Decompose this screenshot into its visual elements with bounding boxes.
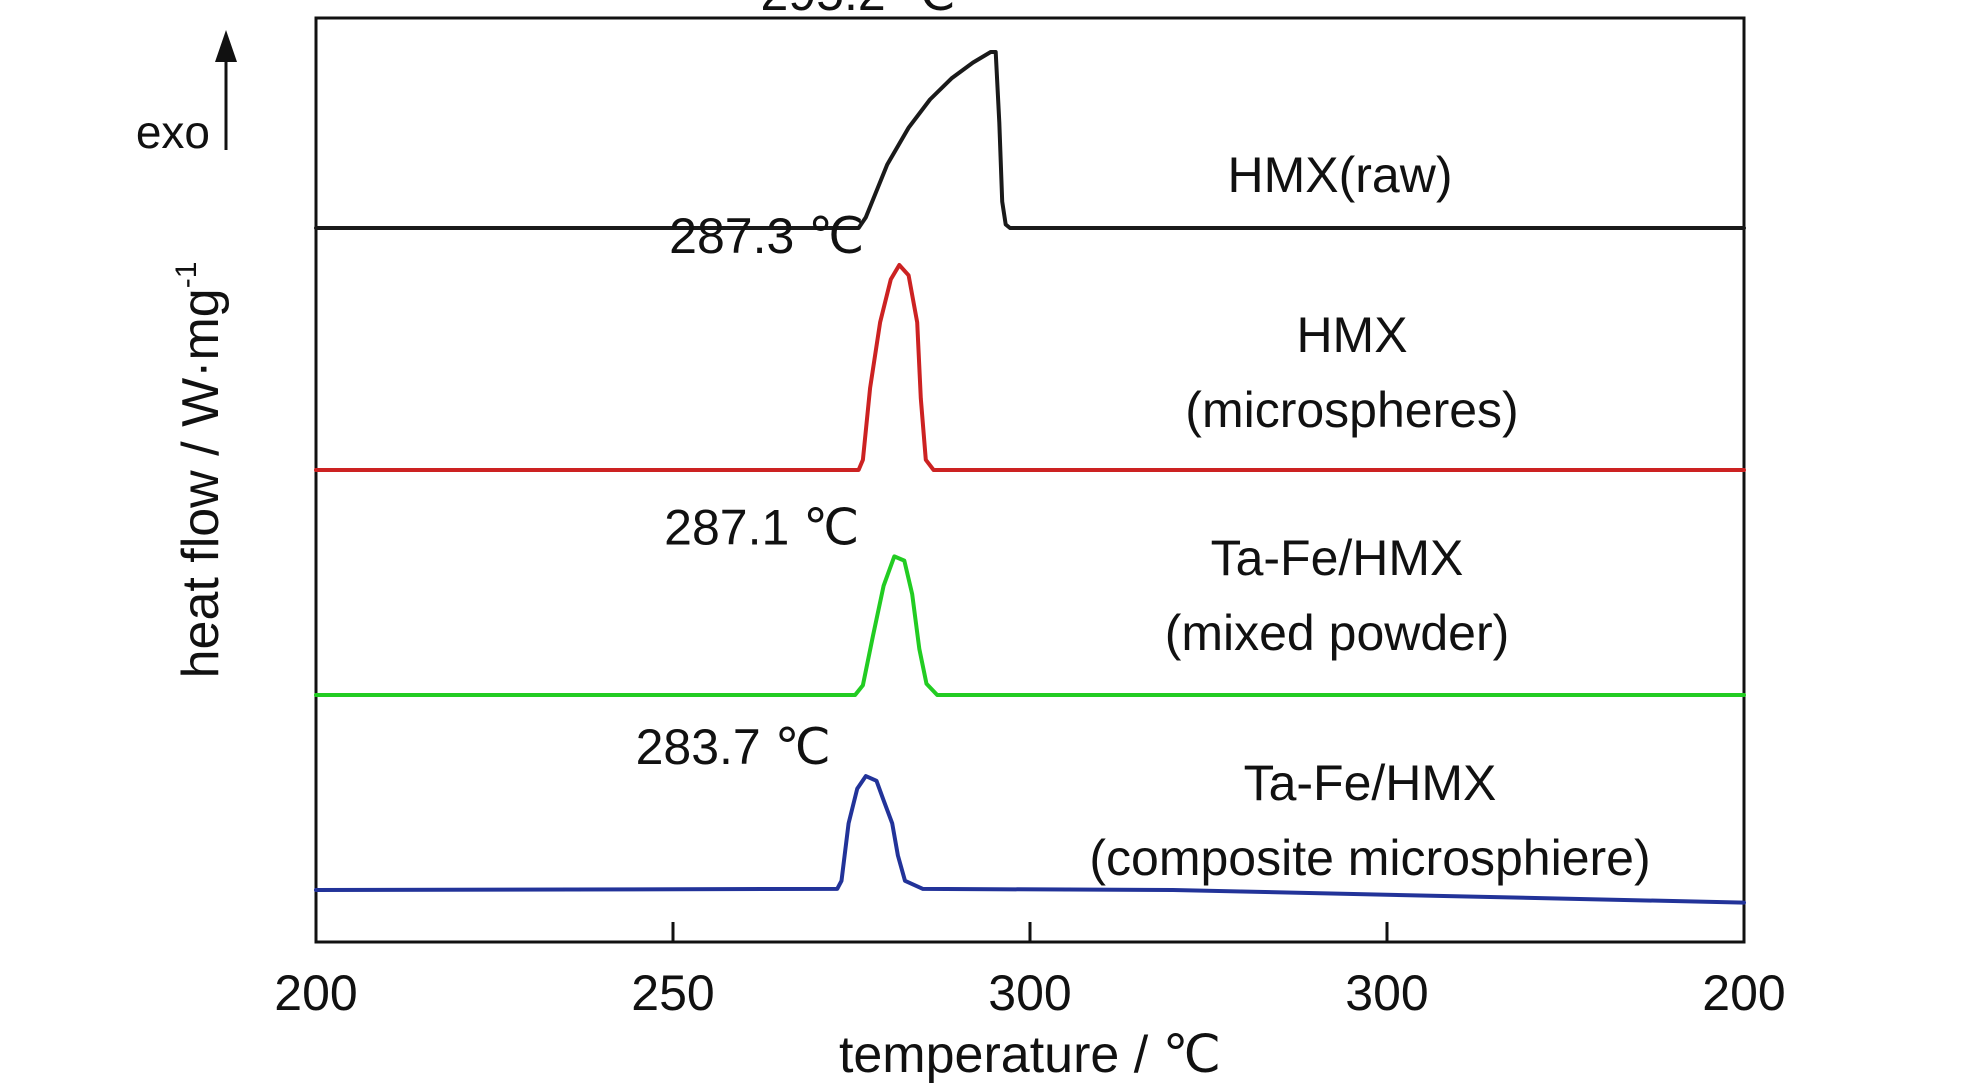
- series-line: [314, 554, 1746, 697]
- peak-temperature-label: 295.2 ℃: [761, 0, 956, 21]
- exo-label: exo: [136, 106, 210, 158]
- x-tick-label: 200: [274, 965, 357, 1021]
- series-label: Ta-Fe/HMX: [1244, 755, 1497, 811]
- series-label: (microspheres): [1185, 382, 1518, 438]
- series-label: (mixed powder): [1165, 605, 1510, 661]
- y-axis-title: heat flow / W·mg-1: [170, 262, 230, 679]
- y-axis-title-main: heat flow / W·mg: [172, 288, 230, 678]
- series-label: (composite microsphiere): [1089, 830, 1650, 886]
- peak-labels: 295.2 ℃ 287.3 ℃ 287.1 ℃ 283.7 ℃: [636, 0, 956, 775]
- x-tick-label: 200: [1702, 965, 1785, 1021]
- x-axis-ticks: 200 250 300 300 200: [274, 922, 1786, 1021]
- exo-arrow-icon: [215, 30, 237, 150]
- x-tick-label: 300: [1345, 965, 1428, 1021]
- series-label: HMX: [1296, 307, 1407, 363]
- series-line: [314, 263, 1746, 472]
- x-axis-title: temperature / ℃: [839, 1026, 1221, 1084]
- peak-temperature-label: 287.1 ℃: [664, 499, 859, 555]
- series-line: [314, 774, 1746, 905]
- peak-temperature-label: 287.3 ℃: [669, 208, 864, 264]
- curve-labels: HMX(raw) HMX (microspheres) Ta-Fe/HMX (mixed…: [1089, 147, 1650, 886]
- series-label: HMX(raw): [1228, 147, 1453, 203]
- series-label: Ta-Fe/HMX: [1211, 530, 1464, 586]
- series-layer: [314, 50, 1746, 905]
- peak-temperature-label: 283.7 ℃: [636, 719, 831, 775]
- plot-frame: [314, 16, 1746, 944]
- y-axis-title-group: heat flow / W·mg-1: [170, 262, 230, 679]
- x-tick-label: 250: [631, 965, 714, 1021]
- y-axis-title-superscript: -1: [170, 262, 203, 289]
- x-tick-label: 300: [988, 965, 1071, 1021]
- series-line: [314, 50, 1746, 230]
